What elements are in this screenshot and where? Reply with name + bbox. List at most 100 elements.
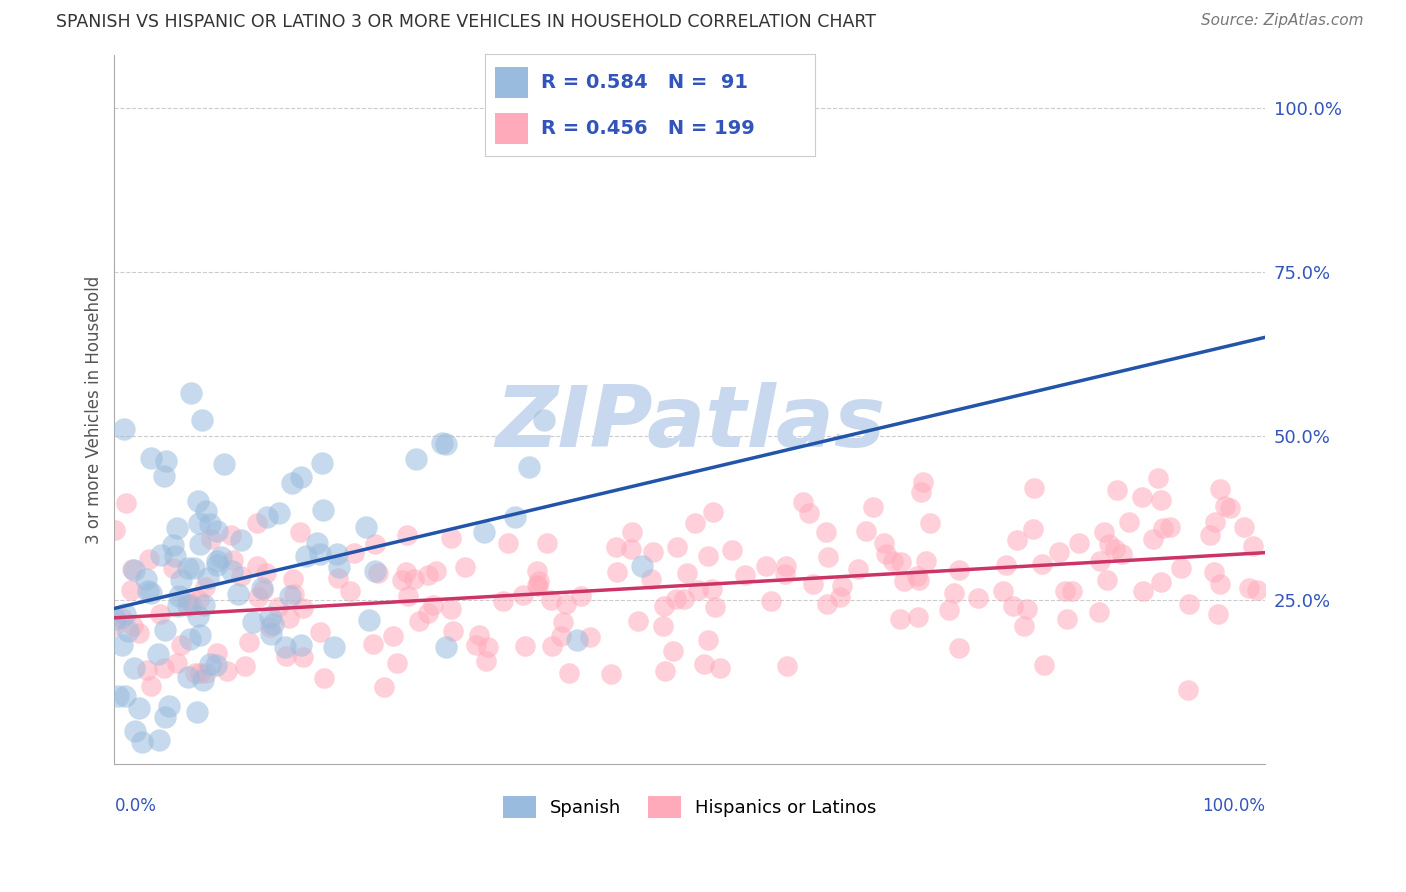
Point (260, 627, 283, 641)
Point (111, 611, 134, 625)
Point (1056, 612, 1078, 626)
Point (1032, 657, 1054, 672)
Point (104, 611, 127, 625)
Point (579, 630, 602, 644)
Point (228, 587, 250, 601)
Point (1012, 619, 1035, 633)
Point (238, 634, 260, 648)
Point (292, 649, 315, 664)
Point (184, 666, 207, 681)
Point (425, 564, 447, 578)
Point (889, 612, 911, 626)
Point (1177, 683, 1199, 698)
Point (828, 591, 851, 605)
Point (169, 573, 191, 587)
Point (654, 664, 676, 678)
Point (373, 680, 395, 694)
Point (188, 628, 211, 642)
Point (364, 565, 387, 579)
Point (1159, 520, 1181, 534)
Point (186, 494, 208, 508)
Point (124, 724, 146, 739)
Point (188, 516, 211, 530)
Point (1206, 607, 1229, 622)
Point (873, 536, 896, 550)
Point (343, 546, 366, 560)
Point (893, 574, 915, 589)
Point (246, 559, 269, 574)
Point (262, 617, 284, 632)
Point (198, 657, 221, 672)
Point (846, 562, 869, 576)
Point (309, 547, 332, 561)
Point (312, 671, 335, 685)
Point (641, 544, 664, 558)
Point (652, 619, 675, 633)
Point (205, 554, 228, 568)
Point (775, 558, 797, 573)
Point (254, 566, 277, 580)
Point (311, 456, 333, 470)
Point (256, 510, 278, 524)
Point (382, 629, 405, 643)
Point (267, 600, 290, 615)
Point (395, 566, 418, 580)
Point (540, 639, 562, 653)
Point (440, 532, 463, 546)
Point (179, 632, 201, 647)
Point (141, 450, 163, 465)
Point (121, 619, 143, 633)
Point (155, 623, 177, 637)
Point (157, 698, 180, 713)
Point (814, 524, 837, 539)
Point (200, 533, 222, 547)
Point (1022, 523, 1045, 537)
Point (966, 591, 988, 605)
Point (1132, 583, 1154, 598)
Point (357, 613, 380, 627)
Point (882, 554, 904, 568)
Point (186, 705, 208, 719)
Point (1237, 581, 1260, 595)
Point (155, 710, 177, 724)
Point (1088, 605, 1111, 619)
Point (755, 559, 778, 574)
Point (700, 582, 723, 596)
Point (1111, 547, 1133, 561)
Point (527, 579, 550, 593)
Point (555, 597, 578, 611)
Point (533, 413, 555, 427)
Point (402, 572, 425, 586)
Point (759, 593, 782, 607)
Point (246, 516, 269, 530)
Point (167, 599, 190, 613)
Point (1233, 520, 1256, 534)
Point (441, 624, 464, 638)
Point (114, 607, 136, 621)
Point (267, 506, 290, 520)
Point (149, 607, 172, 621)
Point (943, 586, 966, 600)
Point (512, 588, 534, 602)
Point (911, 475, 934, 489)
Point (166, 520, 188, 534)
Point (683, 516, 706, 530)
Point (163, 549, 186, 563)
Point (673, 591, 696, 606)
Point (222, 553, 245, 567)
Point (1118, 516, 1140, 530)
Point (605, 541, 627, 555)
Bar (495, 113, 529, 144)
Point (408, 614, 430, 628)
Point (117, 624, 139, 639)
Point (122, 661, 145, 675)
Text: SPANISH VS HISPANIC OR LATINO 3 OR MORE VEHICLES IN HOUSEHOLD CORRELATION CHART: SPANISH VS HISPANIC OR LATINO 3 OR MORE … (56, 13, 876, 31)
Point (395, 527, 418, 541)
Point (292, 601, 315, 615)
Point (676, 566, 699, 581)
Point (799, 506, 821, 520)
Point (1208, 577, 1230, 591)
Legend: Spanish, Hispanics or Latinos: Spanish, Hispanics or Latinos (496, 789, 884, 826)
Point (104, 523, 127, 537)
Point (209, 549, 232, 564)
